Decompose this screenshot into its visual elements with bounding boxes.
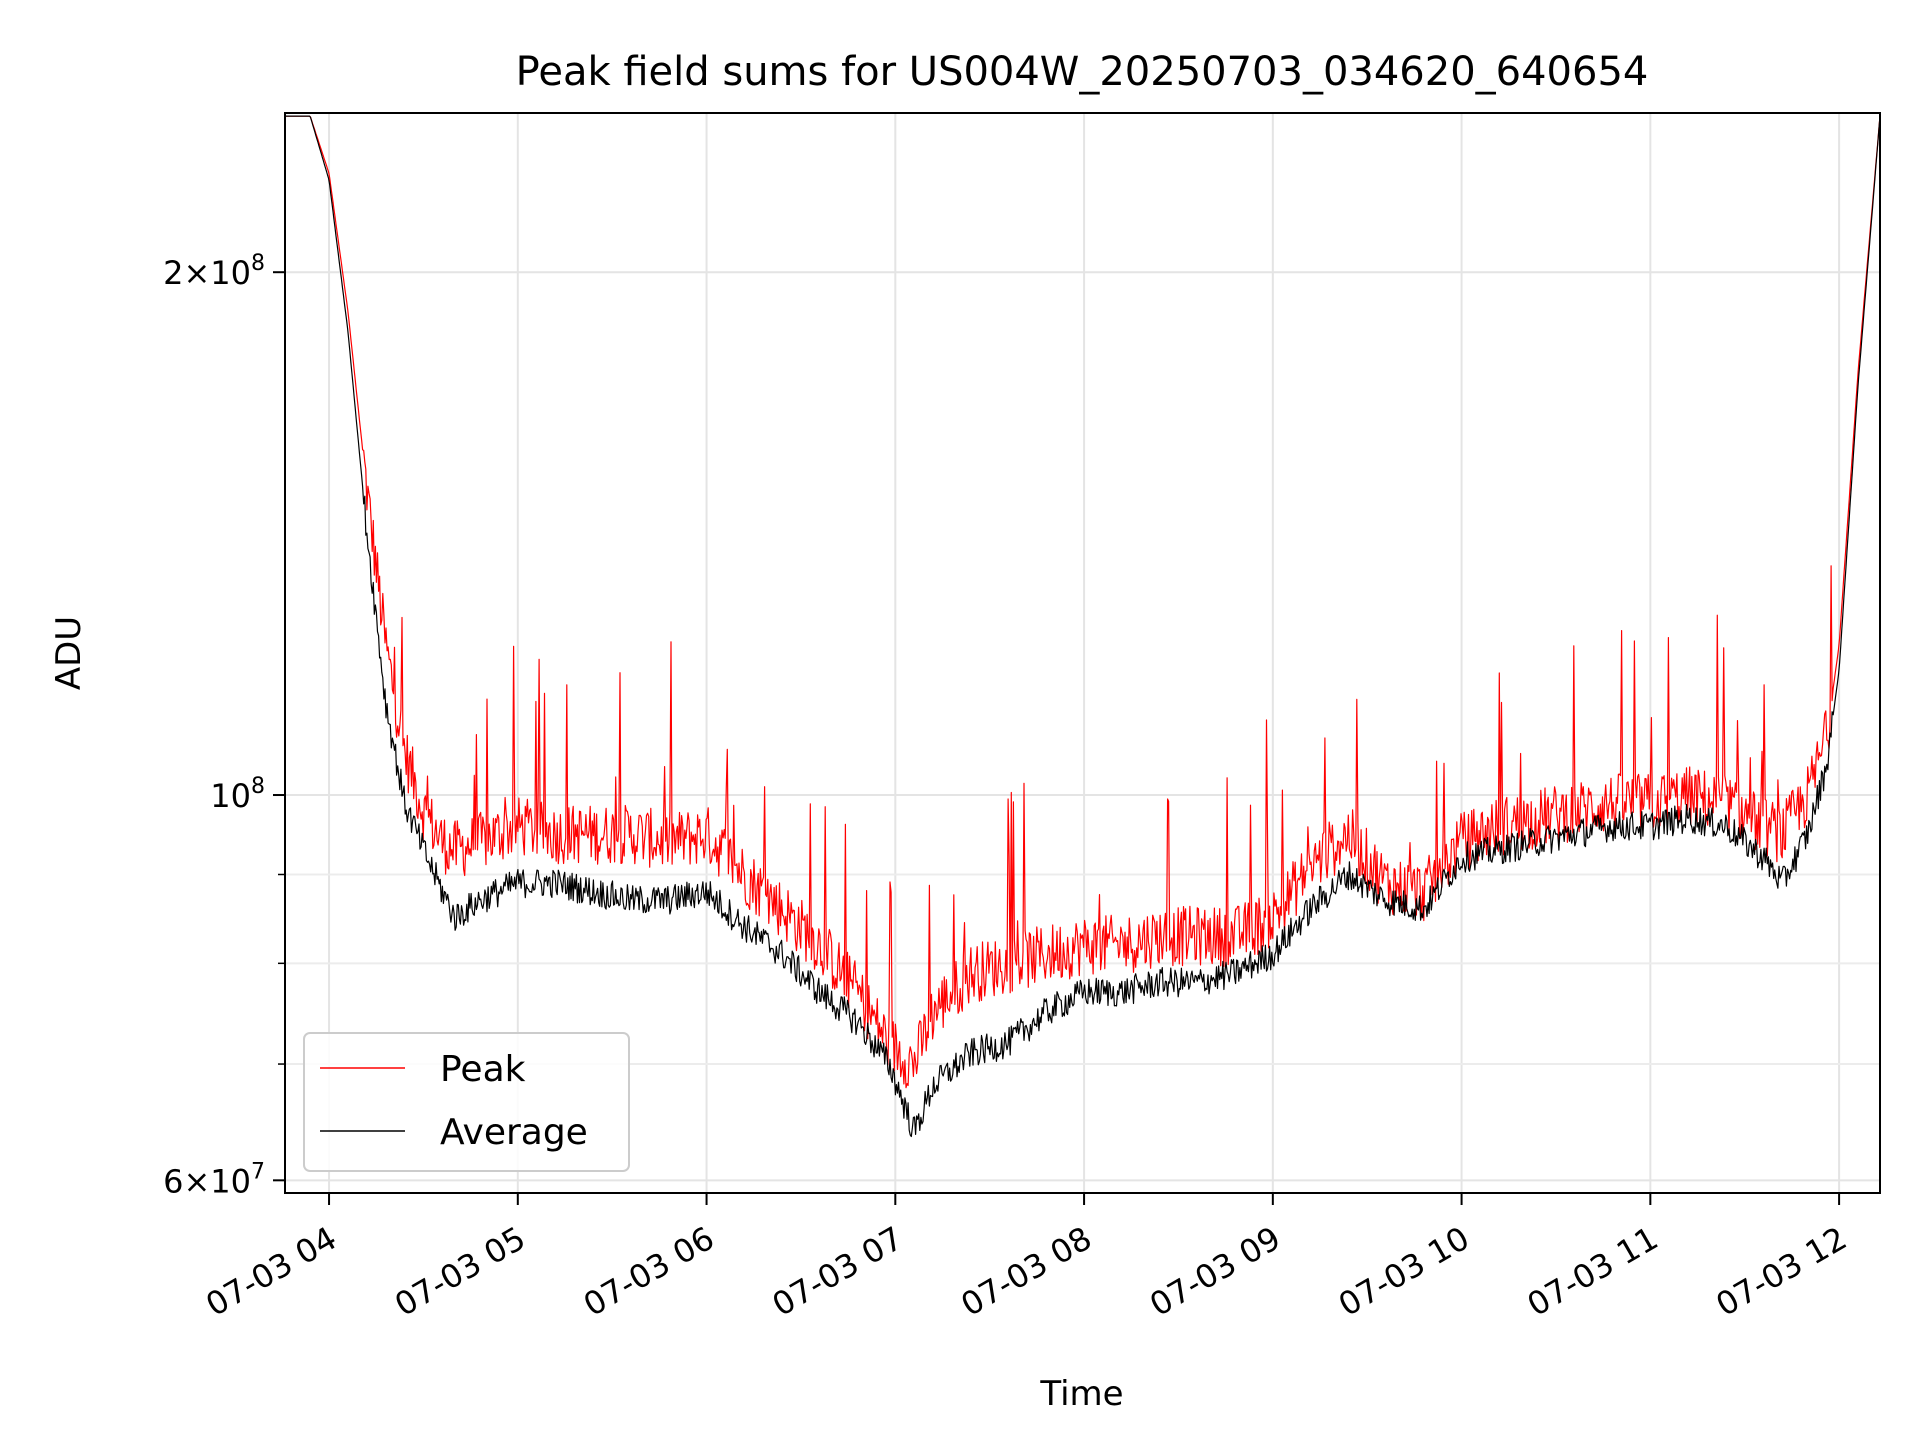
y-axis-label: ADU: [49, 616, 89, 690]
x-axis-label: Time: [1039, 1374, 1123, 1414]
legend-label-peak: Peak: [440, 1049, 526, 1090]
x-tick-label: 07-03 10: [1332, 1219, 1476, 1324]
series-line-peak: [285, 116, 1880, 1088]
grid-layer: [285, 113, 1880, 1193]
chart-title: Peak field sums for US004W_20250703_0346…: [516, 49, 1649, 95]
x-tick-label: 07-03 11: [1521, 1219, 1665, 1324]
x-tick-label: 07-03 09: [1143, 1219, 1287, 1324]
x-axis-ticks: 07-03 04 07-03 05 07-03 06 07-03 07 07-03 08…: [199, 1193, 1853, 1324]
y-axis-ticks: 6×107 108 2×108: [163, 251, 285, 1200]
plot-frame: [285, 113, 1880, 1193]
x-tick-label: 07-03 12: [1710, 1219, 1854, 1324]
series-line-average: [285, 116, 1880, 1136]
x-tick-label: 07-03 08: [954, 1219, 1098, 1324]
x-tick-label: 07-03 04: [199, 1219, 343, 1324]
y-tick-label: 108: [210, 774, 265, 815]
y-tick-label: 2×108: [163, 251, 265, 292]
legend-label-average: Average: [440, 1112, 588, 1153]
y-tick-label: 6×107: [163, 1159, 265, 1200]
x-tick-label: 07-03 07: [766, 1219, 910, 1324]
series-layer: [285, 116, 1880, 1136]
x-tick-label: 07-03 06: [577, 1219, 721, 1324]
legend: Peak Average: [304, 1033, 629, 1171]
x-tick-label: 07-03 05: [388, 1219, 532, 1324]
